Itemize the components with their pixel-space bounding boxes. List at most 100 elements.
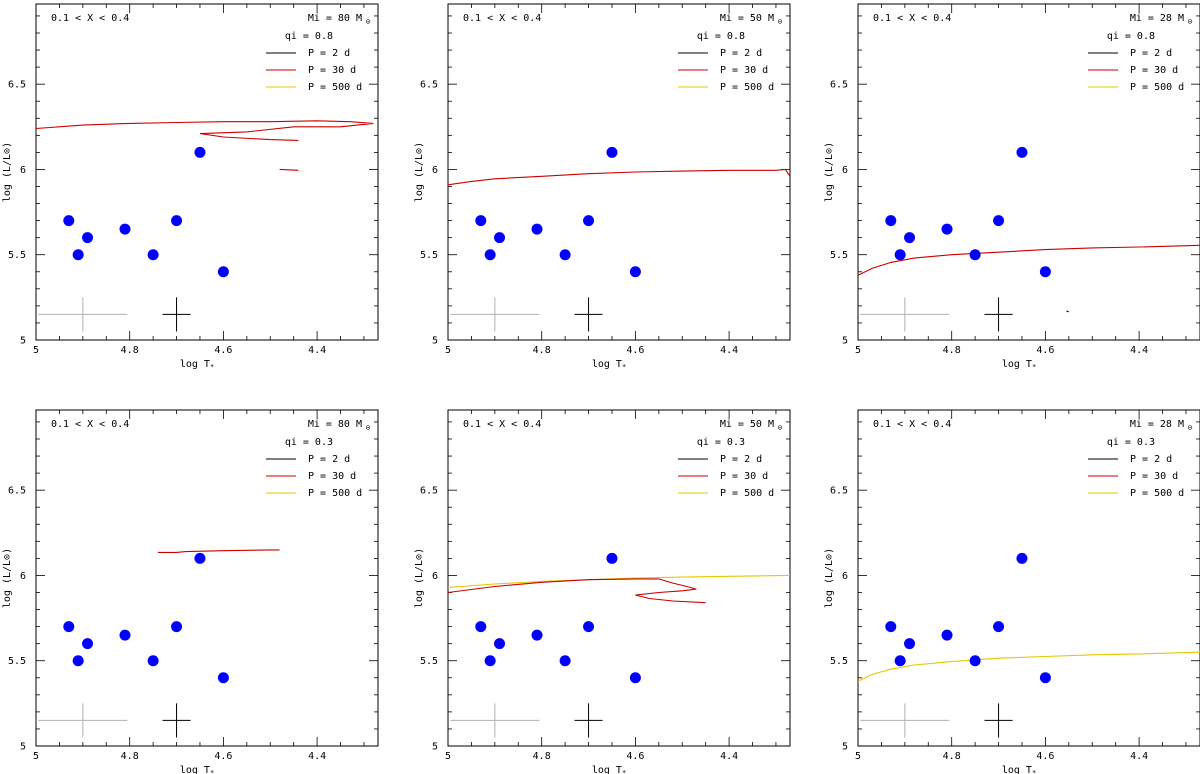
y-axis-label-sun: ⊙): [414, 142, 425, 154]
x-axis-label-sub: *: [622, 769, 626, 774]
observed-point: [171, 621, 183, 633]
y-tick-label: 6.5: [8, 486, 26, 497]
x-tick-label: 5: [445, 345, 451, 356]
observed-point: [629, 266, 641, 278]
region-label: 0.1 < X < 0.4: [51, 13, 129, 24]
panel-6: 5 4.8 4.6 4.4 5 5.5 6 6.5 log T* log (L/L⊙) 0.1 < …: [824, 409, 1200, 774]
legend-label: P = 500 d: [1130, 488, 1184, 499]
observed-point: [894, 655, 906, 667]
qi-label: qi = 0.3: [285, 437, 333, 448]
y-axis-label: log (L/L⊙): [824, 548, 835, 608]
legend-label: P = 500 d: [308, 488, 362, 499]
mass-label: Mi = 80 M: [308, 419, 362, 430]
x-axis-label-sub: *: [210, 769, 214, 774]
panel-1: 5 4.8 4.6 4.4 5 5.5 6 6.5 log T* log (L/L⊙) 0.1 < …: [2, 3, 379, 371]
legend-label: P = 2 d: [1130, 48, 1172, 59]
observed-point: [494, 638, 506, 650]
observed-point: [531, 223, 543, 235]
observed-point: [583, 215, 595, 227]
observed-point: [1039, 266, 1051, 278]
x-tick-label: 5: [33, 345, 39, 356]
legend-label: P = 500 d: [720, 488, 774, 499]
series-group: [36, 120, 374, 171]
x-tick-label: 4.4: [308, 751, 326, 762]
observed-point: [63, 215, 75, 227]
x-tick-label: 4.4: [720, 751, 738, 762]
x-axis-label: log T*: [592, 359, 626, 371]
track-line: [858, 651, 1200, 682]
x-tick-label: 4.6: [1036, 345, 1054, 356]
y-axis-label: log (L/L⊙): [2, 548, 13, 608]
legend-label: P = 500 d: [308, 82, 362, 93]
x-tick-label: 5: [33, 751, 39, 762]
mass-sun-symbol: ⊙: [366, 17, 371, 26]
observed-point: [606, 146, 618, 158]
y-tick-label: 5.5: [8, 656, 26, 667]
x-tick-label: 4.6: [626, 345, 644, 356]
observed-point: [1016, 552, 1028, 564]
series-group: [448, 574, 790, 604]
series-group: [858, 651, 1200, 682]
y-tick-label: 6: [20, 571, 26, 582]
y-axis-label-sun: ⊙): [2, 142, 13, 154]
observed-point: [82, 232, 94, 244]
y-tick-label: 6: [432, 571, 438, 582]
mass-sun-symbol: ⊙: [778, 423, 783, 432]
y-tick-label: 5.5: [830, 250, 848, 261]
y-tick-label: 5.5: [420, 656, 438, 667]
mass-label: Mi = 80 M: [308, 13, 362, 24]
observed-point: [969, 655, 981, 667]
track-line: [448, 168, 790, 186]
y-tick-label: 6: [20, 165, 26, 176]
observed-point: [494, 232, 506, 244]
region-label: 0.1 < X < 0.4: [873, 419, 951, 430]
observed-point: [583, 621, 595, 633]
y-tick-label: 5: [842, 742, 848, 753]
x-axis-label: log T*: [1002, 765, 1036, 774]
y-tick-label: 5.5: [420, 250, 438, 261]
y-tick-label: 6.5: [830, 80, 848, 91]
observed-point: [993, 621, 1005, 633]
x-tick-label: 4.8: [943, 751, 961, 762]
x-tick-label: 4.8: [943, 345, 961, 356]
y-tick-label: 6.5: [420, 486, 438, 497]
observed-point: [171, 215, 183, 227]
observed-point: [941, 223, 953, 235]
track-line: [36, 120, 374, 141]
y-tick-label: 6.5: [420, 80, 438, 91]
panel-4: 5 4.8 4.6 4.4 5 5.5 6 6.5 log T* log (L/L⊙) 0.1 < …: [2, 409, 379, 774]
y-tick-label: 6.5: [830, 486, 848, 497]
y-tick-label: 6: [432, 165, 438, 176]
x-tick-label: 4.8: [533, 751, 551, 762]
mass-label: Mi = 50 M: [720, 13, 774, 24]
x-tick-label: 5: [855, 751, 861, 762]
observed-point: [119, 223, 131, 235]
y-axis-label: log (L/L⊙): [414, 142, 425, 202]
legend-label: P = 30 d: [1130, 471, 1178, 482]
x-tick-label: 5: [445, 751, 451, 762]
y-axis-label-sun: ⊙): [2, 548, 13, 560]
y-axis-label-sun: ⊙): [824, 142, 835, 154]
track-line: [157, 549, 280, 553]
legend-label: P = 500 d: [1130, 82, 1184, 93]
observed-point: [194, 552, 206, 564]
x-tick-label: 4.4: [1130, 751, 1148, 762]
observed-point: [475, 215, 487, 227]
qi-label: qi = 0.8: [697, 31, 745, 42]
y-tick-label: 6: [842, 165, 848, 176]
mass-label: Mi = 50 M: [720, 419, 774, 430]
x-tick-label: 5: [855, 345, 861, 356]
observed-point: [531, 629, 543, 641]
observed-point: [629, 672, 641, 684]
observed-point: [484, 655, 496, 667]
x-axis-label-sub: *: [1032, 363, 1036, 371]
legend-label: P = 2 d: [720, 454, 762, 465]
y-axis-label-sun: ⊙): [824, 548, 835, 560]
mass-label: Mi = 28 M: [1130, 419, 1184, 430]
observed-point: [217, 672, 229, 684]
region-label: 0.1 < X < 0.4: [51, 419, 129, 430]
qi-label: qi = 0.8: [285, 31, 333, 42]
track-line: [1066, 310, 1070, 313]
track-line: [858, 244, 1200, 276]
y-axis-label-sun: ⊙): [414, 548, 425, 560]
